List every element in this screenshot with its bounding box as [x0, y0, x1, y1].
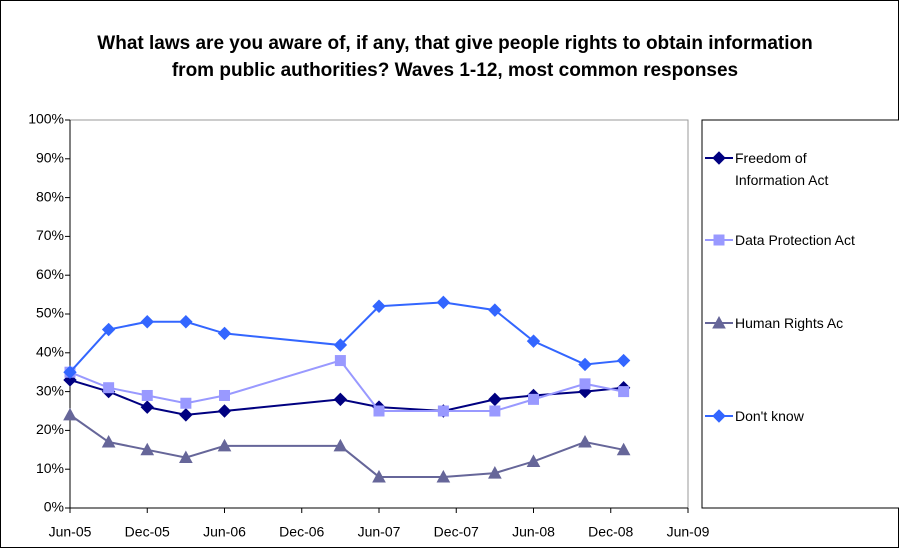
y-tick-label: 70%: [36, 227, 64, 243]
data-point: [579, 378, 591, 390]
x-tick-label: Dec-07: [434, 524, 479, 540]
x-tick-label: Dec-05: [125, 524, 170, 540]
data-point: [333, 438, 348, 452]
legend-label: Freedom of Information Act: [735, 150, 829, 188]
y-tick-label: 50%: [36, 305, 64, 321]
data-point: [528, 393, 539, 405]
data-point: [578, 357, 592, 372]
data-point: [436, 469, 451, 483]
data-point: [179, 315, 193, 329]
y-tick-label: 0%: [44, 499, 64, 515]
data-point: [526, 334, 541, 348]
legend-label: Human Rights Ac: [735, 315, 844, 331]
data-point: [526, 454, 541, 467]
series-line: [69, 301, 624, 373]
data-point: [217, 438, 232, 452]
data-point: [140, 400, 154, 414]
data-point: [180, 397, 192, 409]
legend-label: Don't know: [735, 408, 804, 424]
data-point: [488, 466, 502, 479]
data-point: [578, 434, 592, 448]
x-tick-label: Jun-06: [203, 524, 246, 540]
y-tick-label: 100%: [28, 111, 64, 127]
data-point: [141, 389, 153, 401]
chart-title: What laws are you aware of, if any, that…: [97, 33, 813, 81]
y-tick-label: 20%: [36, 421, 64, 437]
y-tick-label: 60%: [36, 266, 64, 282]
series-line: [69, 379, 624, 416]
data-point: [488, 303, 502, 317]
x-tick-label: Jun-05: [49, 524, 92, 540]
data-point: [63, 407, 77, 421]
data-point: [372, 469, 386, 483]
data-point: [103, 382, 115, 394]
data-point: [437, 405, 449, 417]
data-point: [334, 355, 346, 367]
data-point: [179, 450, 193, 464]
data-point: [489, 405, 501, 417]
data-point: [217, 404, 232, 418]
legend-marker: [713, 234, 725, 246]
series-line: [69, 359, 624, 412]
data-point: [333, 338, 348, 352]
legend-marker: [712, 315, 726, 329]
legend-marker: [712, 151, 726, 165]
data-point: [488, 392, 502, 407]
data-point: [217, 326, 232, 341]
y-tick-label: 80%: [36, 188, 64, 204]
data-point: [179, 408, 193, 422]
data-point: [436, 295, 451, 310]
data-point: [219, 389, 230, 401]
x-tick-label: Dec-06: [279, 524, 324, 540]
series-line: [69, 414, 624, 478]
data-point: [101, 434, 116, 448]
x-tick-label: Dec-08: [588, 524, 633, 540]
x-tick-label: Jun-08: [512, 524, 555, 540]
legend-label: Data Protection Act: [735, 232, 855, 248]
data-point: [372, 299, 386, 313]
y-tick-label: 30%: [36, 382, 64, 398]
y-tick-label: 90%: [36, 150, 64, 166]
x-tick-label: Jun-09: [667, 524, 710, 540]
data-point: [373, 405, 385, 417]
data-point: [63, 365, 77, 379]
data-point: [140, 442, 155, 456]
legend-marker: [712, 409, 726, 423]
data-point: [616, 353, 631, 368]
legend-box: [701, 119, 899, 509]
data-point: [333, 392, 348, 407]
data-point: [101, 322, 116, 337]
data-point: [618, 386, 630, 398]
x-tick-label: Jun-07: [358, 524, 401, 540]
y-tick-label: 10%: [36, 460, 64, 476]
y-tick-label: 40%: [36, 344, 64, 360]
data-point: [616, 442, 631, 456]
data-point: [140, 315, 154, 329]
